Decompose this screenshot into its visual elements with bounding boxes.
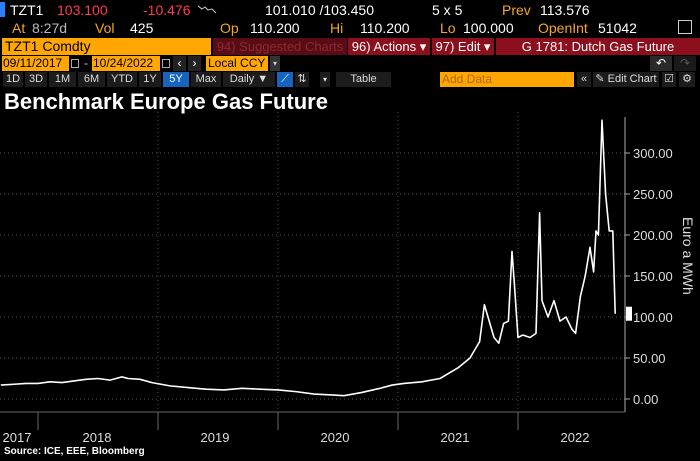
x-tick-label: 2022 — [561, 430, 590, 445]
annotate-icon[interactable]: ☑ — [662, 72, 676, 87]
price-change: -10.476 — [143, 2, 191, 18]
price-chart[interactable]: 0.00 50.00 100.00 150.00 200.00 250.00 300.00 2… — [0, 112, 700, 446]
range-ytd[interactable]: YTD — [107, 72, 137, 87]
vol-label: Vol — [95, 20, 115, 36]
gear-icon[interactable]: ⚙ — [679, 72, 695, 87]
chevron-down-icon[interactable]: ▾ — [320, 72, 330, 87]
price-line — [0, 119, 616, 397]
quote-line-1: TZT1 103.100 -10.476 101.010 /103.450 5 … — [0, 2, 700, 18]
y-tick-label: 150.00 — [633, 269, 673, 284]
bar-chart-icon[interactable]: ⇅ — [295, 72, 309, 87]
ticker: TZT1 — [10, 2, 44, 18]
start-date-input[interactable]: 09/11/2017 — [2, 56, 69, 71]
bid-ask: 101.010 /103.450 — [265, 2, 374, 18]
high-label: Hi — [330, 20, 344, 36]
openint-label: OpenInt — [538, 20, 588, 36]
chart-title: Benchmark Europe Gas Future — [4, 89, 328, 114]
last-price: 103.100 — [57, 2, 108, 18]
security-marker — [0, 2, 5, 17]
next-period-button[interactable]: › — [188, 56, 201, 71]
range-3d[interactable]: 3D — [25, 72, 47, 87]
popout-icon[interactable] — [678, 20, 692, 34]
source-note: Source: ICE, EEE, Bloomberg — [4, 446, 145, 457]
low-value: 100.000 — [463, 20, 514, 36]
range-max[interactable]: Max — [191, 72, 221, 87]
chevron-down-icon[interactable]: ▾ — [270, 56, 280, 71]
range-6m[interactable]: 6M — [78, 72, 105, 87]
open-label: Op — [220, 20, 239, 36]
function-title: G 1781: Dutch Gas Future — [496, 38, 700, 55]
openint-value: 51042 — [598, 20, 637, 36]
vol-value: 425 — [130, 20, 154, 36]
quote-line-2: At 8:27d Vol 425 Op 110.200 Hi 110.200 L… — [0, 20, 700, 36]
undo-icon[interactable]: ↶ — [650, 56, 672, 71]
table-button[interactable]: Table — [336, 72, 391, 87]
prev-value: 113.576 — [540, 2, 590, 18]
sparkline-icon — [198, 5, 217, 14]
security-bar: TZT1 Comdty 94) Suggested Charts 96) Act… — [0, 38, 700, 55]
date-bar: 09/11/2017 - 10/24/2022 ‹ › Local CCY ▾ … — [0, 56, 700, 71]
calendar-icon[interactable] — [71, 59, 79, 68]
bid-ask-size: 5 x 5 — [432, 2, 463, 18]
y-tick-label: 200.00 — [633, 228, 673, 243]
high-value: 110.200 — [360, 20, 410, 36]
y-tick-label: 50.00 — [633, 351, 666, 366]
y-tick-label: 300.00 — [633, 146, 673, 161]
time-value: 8:27d — [32, 20, 68, 36]
range-5y[interactable]: 5Y — [163, 72, 189, 87]
range-1y[interactable]: 1Y — [139, 72, 161, 87]
y-tick-label: 250.00 — [633, 187, 673, 202]
add-data-input[interactable]: Add Data — [440, 72, 574, 87]
y-axis-label: Euro a MWh — [680, 217, 696, 295]
security-input[interactable]: TZT1 Comdty — [2, 38, 211, 55]
open-value: 110.200 — [250, 20, 300, 36]
edit-chart-label: Edit Chart — [607, 73, 657, 85]
at-label: At — [12, 20, 26, 36]
x-tick-label: 2017 — [3, 430, 32, 445]
edit-chart-button[interactable]: ✎ Edit Chart — [593, 72, 659, 87]
y-tick-label: 0.00 — [633, 392, 658, 407]
x-tick-label: 2018 — [83, 430, 112, 445]
x-tick-label: 2020 — [321, 430, 350, 445]
range-bar: 1D 3D 1M 6M YTD 1Y 5Y Max Daily ▼ ⟋ ⇅ ▾ Table A… — [0, 72, 700, 87]
range-1m[interactable]: 1M — [49, 72, 76, 87]
x-tick-label: 2019 — [201, 430, 230, 445]
currency-select[interactable]: Local CCY — [206, 56, 268, 71]
last-price-marker — [626, 306, 632, 321]
actions-menu[interactable]: 96) Actions ▾ — [348, 38, 430, 55]
suggested-charts-button[interactable]: 94) Suggested Charts — [213, 38, 347, 55]
collapse-icon[interactable]: « — [577, 72, 591, 87]
y-tick-label: 100.00 — [633, 310, 673, 325]
edit-menu[interactable]: 97) Edit ▾ — [432, 38, 494, 55]
prev-label: Prev — [502, 2, 531, 18]
line-chart-icon[interactable]: ⟋ — [277, 72, 293, 87]
range-1d[interactable]: 1D — [3, 72, 23, 87]
calendar-icon[interactable] — [162, 59, 170, 68]
end-date-input[interactable]: 10/24/2022 — [92, 56, 160, 71]
frequency-select[interactable]: Daily ▼ — [223, 72, 275, 87]
redo-icon[interactable]: ↷ — [674, 56, 696, 71]
x-tick-label: 2021 — [441, 430, 470, 445]
low-label: Lo — [440, 20, 456, 36]
prev-period-button[interactable]: ‹ — [173, 56, 186, 71]
